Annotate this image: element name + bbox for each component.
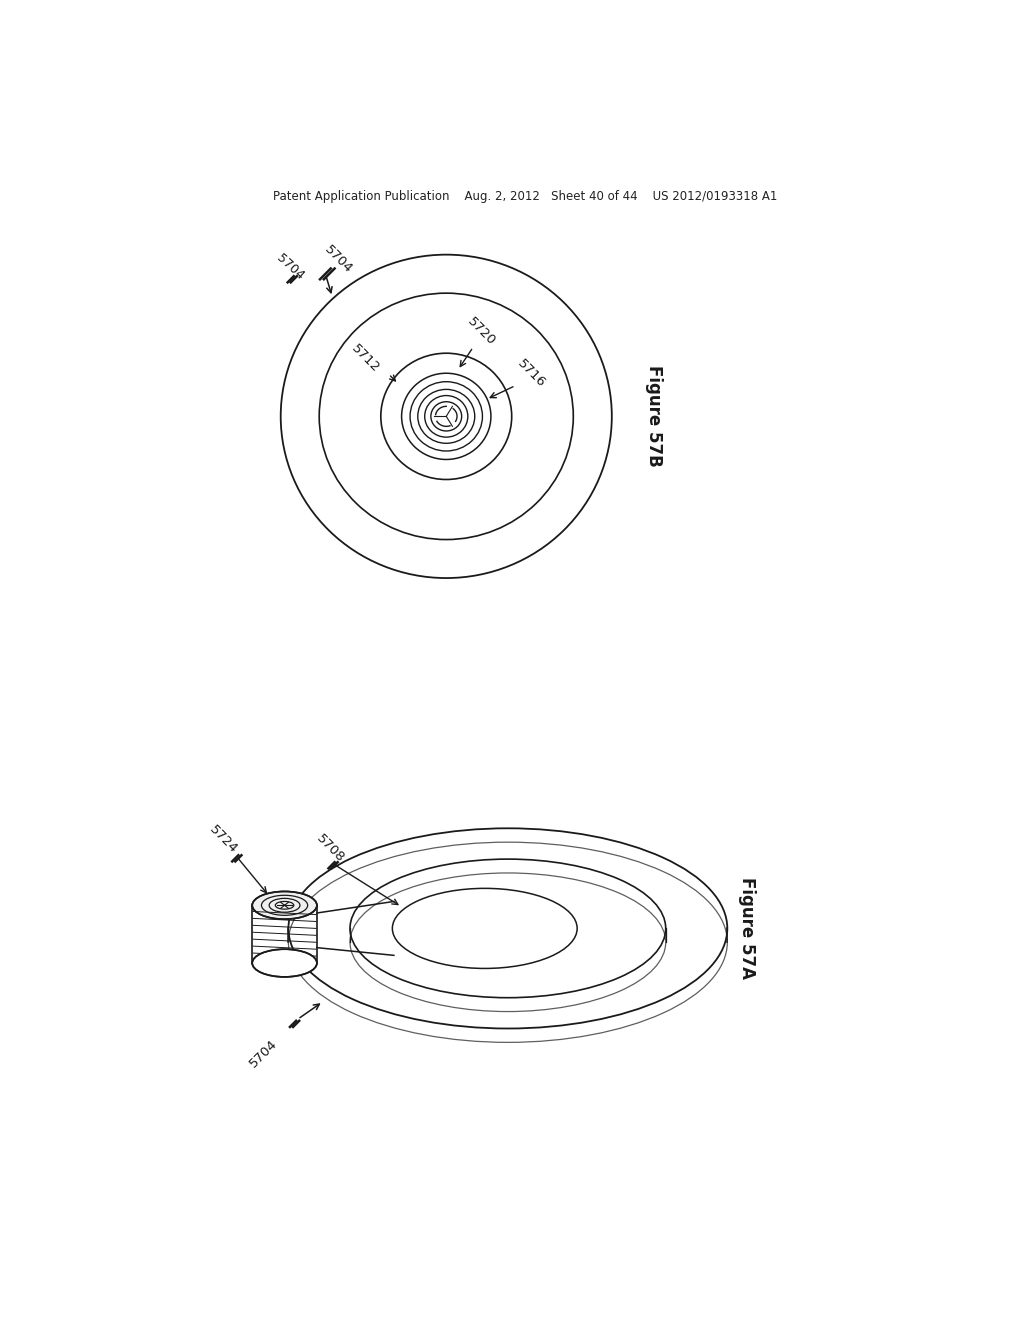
Text: 5704: 5704	[322, 243, 355, 276]
Text: 5720: 5720	[464, 315, 498, 348]
Text: Figure 57B: Figure 57B	[645, 366, 664, 467]
Text: 5716: 5716	[514, 358, 548, 391]
Ellipse shape	[252, 949, 316, 977]
Ellipse shape	[252, 891, 316, 919]
Text: Figure 57A: Figure 57A	[737, 878, 756, 979]
Text: 5724: 5724	[207, 824, 240, 857]
Text: 5712: 5712	[349, 342, 382, 375]
Text: 5704: 5704	[273, 252, 306, 282]
Text: 5704: 5704	[247, 1038, 280, 1071]
Text: Patent Application Publication    Aug. 2, 2012   Sheet 40 of 44    US 2012/01933: Patent Application Publication Aug. 2, 2…	[272, 190, 777, 203]
Text: 5708: 5708	[314, 832, 347, 865]
